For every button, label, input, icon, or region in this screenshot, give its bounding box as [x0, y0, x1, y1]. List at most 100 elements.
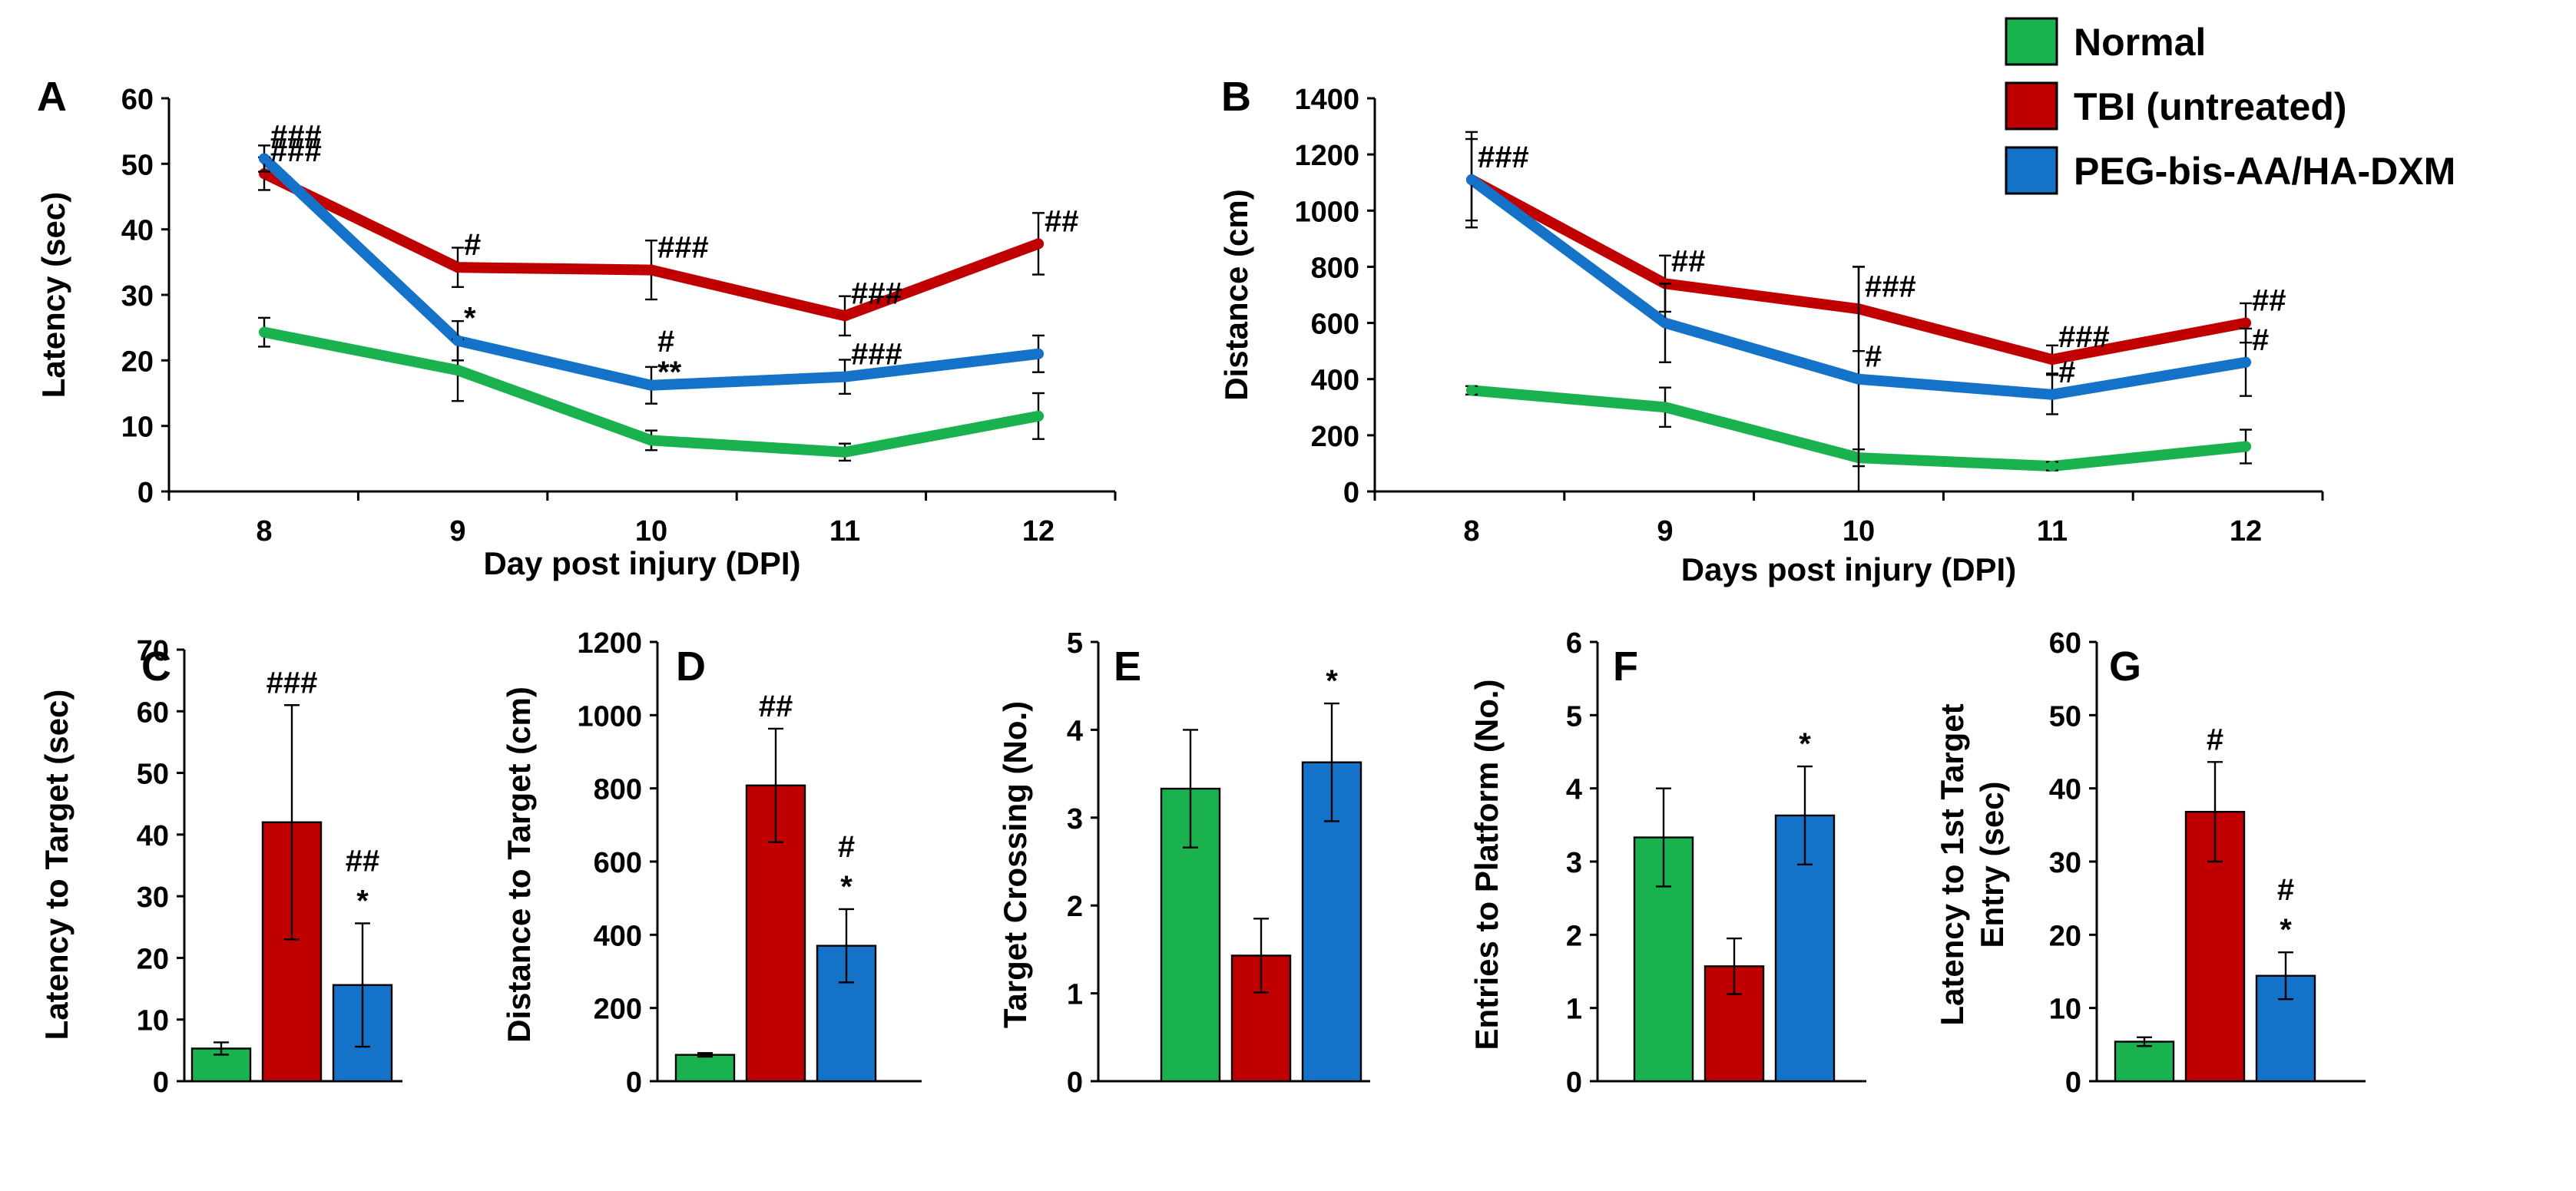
x-tick-label: 10	[635, 515, 667, 548]
y-axis-label: Target Crossing (No.)	[997, 701, 1033, 1028]
x-tick-label: 12	[1022, 515, 1055, 548]
significance-label: ###	[2058, 320, 2110, 354]
data-point	[2047, 354, 2058, 366]
y-tick-label: 200	[594, 994, 642, 1026]
significance-label: ###	[1478, 141, 1529, 174]
y-tick-label: 1000	[1294, 196, 1359, 228]
significance-label: ##	[1478, 141, 1512, 174]
panel-d: 0 200 400 600 800 1000 1200 D Distance to Target…	[501, 627, 922, 1099]
x-axis-label: Days post injury (DPI)	[1681, 551, 2016, 587]
data-point	[1033, 348, 1044, 359]
legend-label: TBI (untreated)	[2074, 85, 2347, 128]
data-point	[1660, 317, 1670, 329]
data-point	[259, 153, 270, 164]
y-tick-label: 50	[137, 759, 169, 791]
significance-label: #	[2277, 873, 2294, 907]
y-tick-label: 40	[2049, 774, 2081, 806]
significance-label: ###	[1865, 270, 1916, 303]
y-tick-label: 20	[121, 346, 154, 378]
y-tick-label: 30	[2049, 847, 2081, 879]
y-tick-label: 50	[121, 149, 154, 181]
panel-label: D	[676, 643, 706, 690]
legend: Normal TBI (untreated) PEG-bis-AA/HA-DXM	[2005, 17, 2455, 195]
x-tick-label: 8	[256, 515, 272, 548]
significance-label: ###	[851, 338, 902, 372]
data-point	[2047, 461, 2058, 472]
y-tick-label: 0	[626, 1067, 642, 1099]
data-point	[452, 262, 463, 273]
significance-label: ##	[1045, 204, 1079, 238]
significance-label: #	[1865, 340, 1882, 374]
significance-label: *	[1326, 664, 1338, 698]
y-tick-label: 10	[137, 1005, 169, 1037]
significance-label: #	[2252, 323, 2269, 357]
y-tick-label: 600	[1311, 309, 1359, 341]
y-tick-label: 1000	[577, 700, 642, 733]
legend-swatch-normal	[2005, 17, 2058, 66]
significance-label: ##	[1671, 244, 1706, 278]
y-tick-label: 200	[1311, 421, 1359, 453]
significance-label: #	[838, 830, 855, 864]
data-point	[259, 326, 270, 338]
significance-label: ##	[2252, 284, 2286, 318]
y-tick-label: 10	[121, 412, 154, 444]
y-tick-label: 0	[1067, 1067, 1083, 1099]
data-point	[1660, 402, 1670, 413]
x-tick-label: 8	[1463, 515, 1479, 548]
bar-normal	[2114, 1040, 2175, 1083]
y-tick-label: 0	[153, 1067, 169, 1099]
data-point	[452, 335, 463, 346]
significance-label: #	[657, 325, 674, 359]
data-point	[646, 435, 657, 446]
y-tick-label: 1200	[577, 627, 642, 660]
y-tick-label: 5	[1067, 627, 1083, 660]
bar-normal	[674, 1054, 736, 1083]
y-tick-label: 3	[1566, 847, 1582, 879]
y-tick-label: 40	[121, 215, 154, 247]
panel-label: B	[1221, 74, 1251, 120]
panel-label: G	[2109, 643, 2141, 690]
panel-a: 0 10 20 30 40 50 60 A Latency (sec) 8 9 10 11 12 Day p…	[35, 74, 1117, 581]
y-tick-label: 2	[1067, 891, 1083, 923]
y-tick-label: 30	[137, 882, 169, 914]
y-tick-label: 1200	[1294, 140, 1359, 172]
data-point	[2047, 389, 2058, 400]
data-point	[452, 365, 463, 376]
y-tick-label: 6	[1566, 627, 1582, 660]
y-tick-label: 10	[2049, 994, 2081, 1026]
significance-label: ###	[657, 231, 709, 265]
data-point	[1466, 174, 1477, 186]
y-axis-label-line: Latency to 1st Target	[1934, 703, 1970, 1025]
y-tick-label: 40	[137, 820, 169, 852]
data-point	[839, 310, 850, 322]
significance-label: ###	[267, 666, 318, 700]
y-tick-label: 1	[1067, 979, 1083, 1011]
y-tick-label: 50	[2049, 700, 2081, 733]
data-point	[1466, 385, 1477, 396]
x-axis-label: Day post injury (DPI)	[483, 545, 800, 581]
y-tick-label: 1400	[1294, 84, 1359, 116]
panel-label: C	[141, 643, 171, 690]
significance-label: *	[464, 302, 476, 336]
x-tick-label: 9	[449, 515, 465, 548]
y-tick-label: 600	[594, 847, 642, 879]
panel-label: F	[1613, 643, 1638, 690]
panel-label: A	[37, 74, 67, 120]
y-tick-label: 20	[137, 943, 169, 975]
y-tick-label: 4	[1566, 774, 1582, 806]
y-tick-label: 0	[137, 477, 154, 509]
y-tick-label: 60	[137, 696, 169, 729]
legend-label: PEG-bis-AA/HA-DXM	[2074, 150, 2455, 193]
y-axis-label: Distance (cm)	[1218, 189, 1254, 400]
y-tick-label: 2	[1566, 920, 1582, 952]
significance-label: *	[356, 884, 369, 918]
significance-label: ##	[759, 690, 793, 723]
significance-label: *	[1799, 727, 1811, 761]
y-axis-label: Latency to 1st Target Entry (sec)	[1934, 703, 2010, 1025]
panel-b: 0 200 400 600 800 1000 1200 1400 B Distance (cm) 8…	[1218, 74, 2324, 587]
significance-label: *	[840, 870, 853, 904]
y-tick-label: 400	[1311, 365, 1359, 397]
data-point	[2240, 441, 2251, 452]
x-tick-label: 11	[829, 515, 860, 548]
legend-swatch-peg-bis-aa-ha-dxm	[2005, 146, 2058, 195]
